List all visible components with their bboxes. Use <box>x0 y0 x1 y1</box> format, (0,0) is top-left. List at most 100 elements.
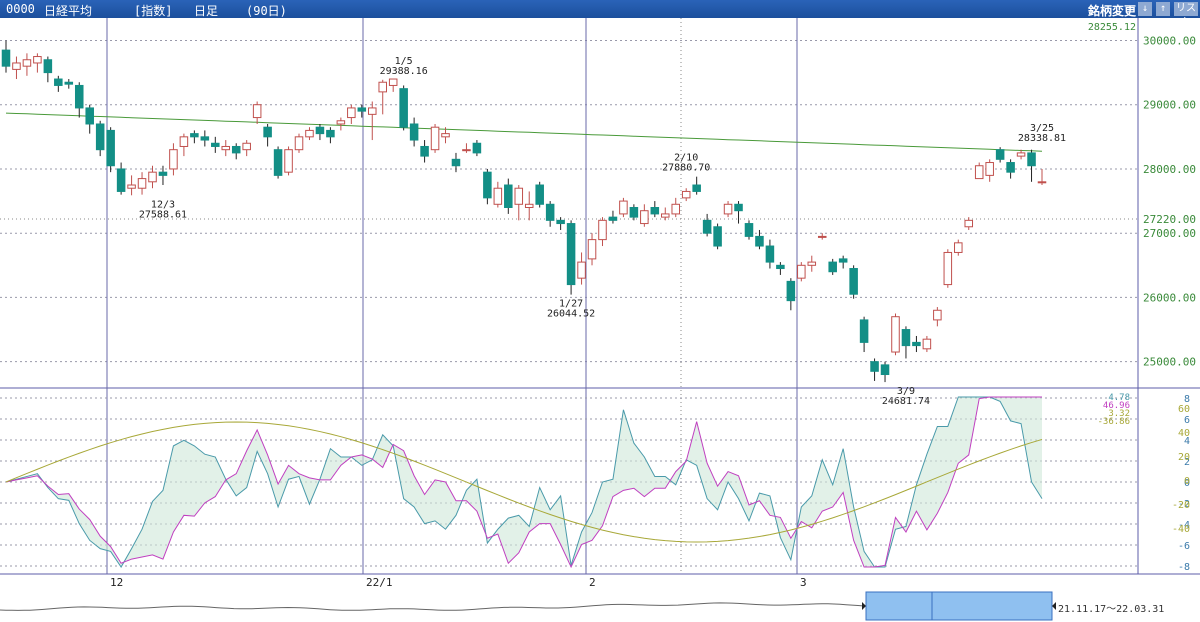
change-symbol-button[interactable]: 銘柄変更 <box>1088 4 1137 18</box>
indicator-tick-right: 60 <box>1178 404 1190 415</box>
candle-body <box>577 261 586 279</box>
candle-body <box>723 203 733 215</box>
current-price-label: 27220.00 <box>1143 213 1196 226</box>
candle-body <box>95 123 105 151</box>
navigator-left-handle[interactable] <box>862 602 866 610</box>
indicator-value-label: -36.86 <box>1097 417 1130 427</box>
candle-body <box>933 309 942 321</box>
indicator-tick-label: 2 <box>1184 457 1190 468</box>
annotation-date: 1/27 <box>559 299 583 310</box>
period-label: (90日) <box>246 4 287 18</box>
candle-body <box>378 81 387 93</box>
candle-body <box>137 178 147 189</box>
candle-body <box>692 184 701 192</box>
candle-body <box>587 239 597 260</box>
annotation-date: 3/9 <box>897 386 915 397</box>
candle-body <box>786 280 796 302</box>
annotation-date: 1/5 <box>395 56 413 67</box>
candle-body <box>462 149 471 152</box>
candle-body <box>619 200 628 215</box>
candle-body <box>74 84 84 109</box>
candle-body <box>221 145 231 151</box>
candle-body <box>524 203 534 208</box>
navigator-right-handle[interactable] <box>1052 602 1056 610</box>
candle-body <box>734 203 743 212</box>
candle-body <box>33 56 42 64</box>
indicator-value-label: 3.32 <box>1108 409 1130 419</box>
candle-body <box>336 120 346 125</box>
candle-body <box>347 107 356 119</box>
candle-body <box>650 206 660 215</box>
candle-body <box>127 184 136 189</box>
candle-body <box>64 81 74 85</box>
candle-body <box>535 184 544 205</box>
candle-body <box>681 190 691 199</box>
candle-body <box>367 107 377 115</box>
candle-body <box>713 226 722 247</box>
candle-body <box>901 329 911 347</box>
candle-body <box>922 338 932 350</box>
period-navigator[interactable] <box>0 590 1200 622</box>
candle-body <box>514 187 524 205</box>
indicator-tick-label: 4 <box>1184 436 1190 447</box>
candle-body <box>148 171 157 183</box>
date-axis-label: 2 <box>589 576 596 589</box>
candle-body <box>849 268 858 295</box>
indicator-tick-right: -20 <box>1172 500 1190 511</box>
candle-body <box>116 168 126 192</box>
indicator-tick-label: 6 <box>1184 415 1190 426</box>
candle-body <box>671 203 681 215</box>
candle-body <box>409 123 419 141</box>
candle-body <box>85 107 94 125</box>
list-button[interactable]: リスト <box>1174 2 1198 28</box>
annotation-value: 27880.70 <box>662 163 710 174</box>
annotation-date: 12/3 <box>151 199 175 210</box>
candle-body <box>702 219 712 234</box>
candle-body <box>640 210 649 225</box>
candle-body <box>807 261 817 266</box>
date-axis-label: 22/1 <box>366 576 393 589</box>
candle-body <box>305 129 314 138</box>
candle-body <box>954 242 963 253</box>
candle-body <box>943 251 953 286</box>
timeframe-label: 日足 <box>194 4 219 18</box>
candle-body <box>817 235 827 238</box>
candle-body <box>504 184 513 208</box>
candle-body <box>859 319 869 343</box>
date-axis-label: 3 <box>800 576 807 589</box>
price-tick-label: 25000.00 <box>1143 356 1196 369</box>
price-tick-label: 27000.00 <box>1143 227 1196 240</box>
navigator-range[interactable] <box>865 591 1053 621</box>
candle-body <box>995 149 1005 160</box>
arrow-down-icon[interactable]: ↓ <box>1138 2 1152 16</box>
candle-body <box>388 78 398 86</box>
candle-body <box>964 219 974 228</box>
candle-body <box>54 78 63 86</box>
candle-body <box>399 88 408 128</box>
date-range-label: 21.11.17～22.03.31 <box>1058 604 1165 615</box>
price-tick-label: 26000.00 <box>1143 291 1196 304</box>
candle-body <box>315 126 325 135</box>
moving-average-line <box>5 112 1043 152</box>
annotation-value: 27588.61 <box>139 209 187 220</box>
candle-body <box>273 149 283 176</box>
candle-body <box>242 142 251 151</box>
candle-body <box>838 258 848 263</box>
candle-body <box>263 126 272 138</box>
candle-body <box>797 264 806 279</box>
candle-body <box>912 341 921 347</box>
arrow-up-icon[interactable]: ↑ <box>1156 2 1170 16</box>
price-tick-label: 30000.00 <box>1143 34 1196 47</box>
indicator-line-1 <box>5 396 1043 568</box>
indicator-value-label: 4.78 <box>1108 393 1130 403</box>
price-chart[interactable]: 30000.00 29000.00 28000.00 27000.00 26000.00… <box>0 18 1200 590</box>
candle-body <box>190 133 199 138</box>
indicator-tick-right: 0 <box>1184 476 1190 487</box>
candle-body <box>179 136 189 147</box>
candle-body <box>765 245 775 263</box>
